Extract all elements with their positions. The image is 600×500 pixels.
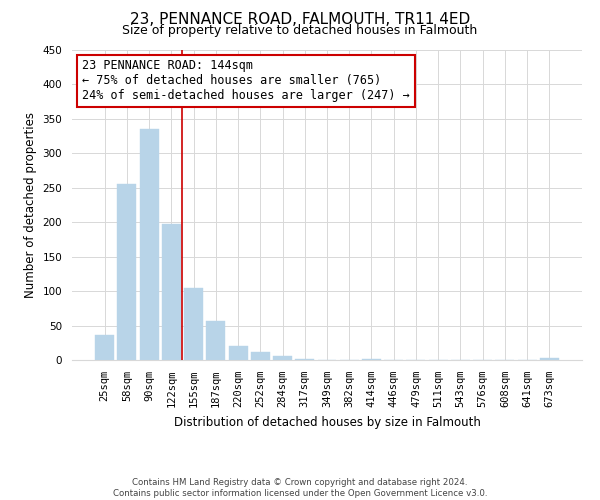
Bar xyxy=(540,358,559,360)
Text: Contains HM Land Registry data © Crown copyright and database right 2024.
Contai: Contains HM Land Registry data © Crown c… xyxy=(113,478,487,498)
Bar xyxy=(140,129,158,360)
Text: 23 PENNANCE ROAD: 144sqm
← 75% of detached houses are smaller (765)
24% of semi-: 23 PENNANCE ROAD: 144sqm ← 75% of detach… xyxy=(82,60,410,102)
Text: Size of property relative to detached houses in Falmouth: Size of property relative to detached ho… xyxy=(122,24,478,37)
Bar xyxy=(95,335,114,360)
X-axis label: Distribution of detached houses by size in Falmouth: Distribution of detached houses by size … xyxy=(173,416,481,428)
Bar xyxy=(295,358,314,360)
Y-axis label: Number of detached properties: Number of detached properties xyxy=(24,112,37,298)
Bar xyxy=(229,346,248,360)
Bar xyxy=(184,288,203,360)
Bar xyxy=(162,224,181,360)
Bar xyxy=(273,356,292,360)
Bar xyxy=(118,184,136,360)
Bar xyxy=(251,352,270,360)
Bar xyxy=(206,320,225,360)
Text: 23, PENNANCE ROAD, FALMOUTH, TR11 4ED: 23, PENNANCE ROAD, FALMOUTH, TR11 4ED xyxy=(130,12,470,28)
Bar xyxy=(362,358,381,360)
